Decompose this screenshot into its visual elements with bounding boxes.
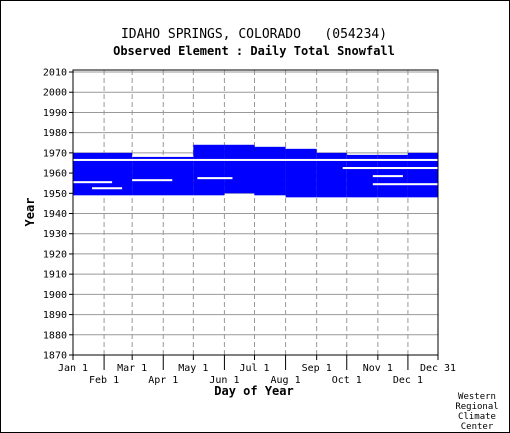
y-tick-label: 2010 bbox=[43, 68, 67, 79]
missing-data-gap bbox=[372, 183, 438, 186]
x-tick-label: Jan 1 bbox=[58, 363, 88, 374]
missing-data-gap bbox=[73, 158, 438, 161]
y-tick-label: 1990 bbox=[43, 108, 67, 119]
y-tick-label: 1910 bbox=[43, 270, 67, 281]
y-tick-label: 1940 bbox=[43, 209, 67, 220]
x-tick-label: Apr 1 bbox=[148, 375, 178, 386]
data-block bbox=[132, 156, 194, 196]
x-tick-labels: Jan 1 Mar 1 May 1 Jul 1 Sep 1 Nov 1 Dec 31 Feb … bbox=[58, 355, 456, 386]
y-tick-label: 2000 bbox=[43, 88, 67, 99]
plot-border bbox=[72, 69, 439, 356]
data-layer bbox=[73, 144, 438, 198]
data-block bbox=[285, 148, 317, 198]
plot-background bbox=[73, 70, 438, 355]
y-tick-label: 1970 bbox=[43, 148, 67, 159]
credit-line: Western bbox=[458, 392, 496, 402]
y-tick-label: 1980 bbox=[43, 128, 67, 139]
data-block bbox=[254, 146, 286, 196]
x-tick-label: Dec 1 bbox=[393, 375, 423, 386]
y-tick-labels: 1870 1880 1890 1900 1910 1920 1930 1940 1950 1960… bbox=[43, 68, 73, 362]
x-tick-label: Mar 1 bbox=[117, 363, 147, 374]
y-tick-label: 1870 bbox=[43, 351, 67, 362]
missing-data-gap bbox=[342, 167, 438, 170]
credit-line: Regional bbox=[455, 402, 498, 412]
x-tick-label: May 1 bbox=[178, 363, 208, 374]
x-tick-label: Sep 1 bbox=[302, 363, 332, 374]
y-tick-label: 1900 bbox=[43, 290, 67, 301]
missing-data-gap bbox=[132, 179, 173, 182]
missing-data-gap bbox=[73, 181, 113, 184]
x-tick-label: Nov 1 bbox=[363, 363, 393, 374]
data-block bbox=[346, 154, 378, 198]
x-tick-label: Jul 1 bbox=[239, 363, 269, 374]
credit-line: Center bbox=[461, 422, 494, 432]
missing-data-gap bbox=[92, 187, 123, 190]
x-tick-label: Dec 31 bbox=[420, 363, 456, 374]
missing-data-gap bbox=[372, 175, 403, 178]
y-tick-label: 1920 bbox=[43, 249, 67, 260]
y-tick-label: 1880 bbox=[43, 330, 67, 341]
data-block bbox=[224, 144, 255, 194]
missing-data-gap bbox=[197, 177, 233, 180]
y-tick-label: 1890 bbox=[43, 310, 67, 321]
x-tick-label: Feb 1 bbox=[89, 375, 119, 386]
plot-area bbox=[72, 69, 439, 356]
x-tick-label: Aug 1 bbox=[271, 375, 301, 386]
data-block bbox=[193, 144, 225, 196]
chart-title: IDAHO SPRINGS, COLORADO (054234) bbox=[121, 27, 387, 42]
y-tick-label: 1950 bbox=[43, 189, 67, 200]
x-axis-label: Day of Year bbox=[214, 384, 293, 398]
y-tick-label: 1930 bbox=[43, 229, 67, 240]
y-tick-label: 1960 bbox=[43, 169, 67, 180]
x-tick-label: Jun 1 bbox=[209, 375, 239, 386]
credit-line: Climate bbox=[458, 412, 496, 422]
credit-block: Western Regional Climate Center bbox=[455, 392, 498, 432]
x-tick-label: Oct 1 bbox=[332, 375, 362, 386]
y-axis-label: Year bbox=[23, 198, 37, 227]
chart-subtitle: Observed Element : Daily Total Snowfall bbox=[113, 44, 395, 58]
